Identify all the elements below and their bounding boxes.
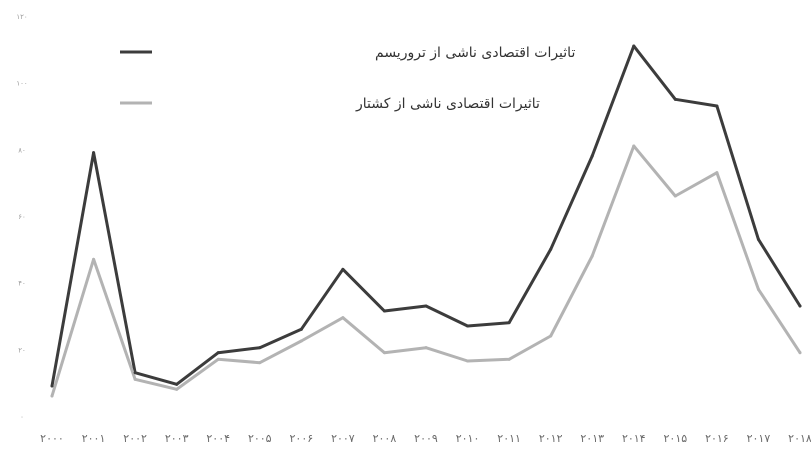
y-tick-label: ۱۲۰ [16,13,27,21]
data-point [133,371,137,375]
data-point [216,351,220,355]
data-point [673,194,677,198]
data-point [507,357,511,361]
legend-label-terrorism: تاثیرات اقتصادی ناشی از تروریسم [375,45,575,61]
data-point [632,44,636,48]
data-point [466,324,470,328]
x-tick-label: ۲۰۰۳ [165,432,189,445]
data-point [175,387,179,391]
series-line-1 [50,144,802,398]
data-point [798,304,802,308]
x-tick-label: ۲۰۰۰ [40,432,64,445]
data-point [673,97,677,101]
x-tick-label: ۲۰۱۴ [622,432,646,445]
x-tick-label: ۲۰۰۸ [373,432,397,445]
x-tick-label: ۲۰۱۱ [497,432,521,445]
y-tick-label: ۶۰ [18,213,26,221]
x-tick-label: ۲۰۰۷ [331,432,355,445]
data-point [507,321,511,325]
y-tick-label: ۲۰ [18,346,26,354]
x-tick-label: ۲۰۰۱ [82,432,106,445]
data-point [299,339,303,343]
x-tick-label: ۲۰۱۲ [539,432,563,445]
data-point [341,316,345,320]
x-tick-label: ۲۰۰۹ [414,432,438,445]
data-point [258,361,262,365]
data-point [92,151,96,155]
y-tick-label: ۱۰۰ [16,80,27,88]
x-tick-label: ۲۰۱۷ [747,432,771,445]
series-points [50,44,802,398]
y-tick-label: ۰ [20,413,24,421]
legend: تاثیرات اقتصادی ناشی از تروریسم تاثیرات … [120,45,575,112]
data-point [590,154,594,158]
data-point [590,254,594,258]
data-point [50,394,54,398]
x-tick-label: ۲۰۱۵ [664,432,688,445]
data-point [133,377,137,381]
x-axis-ticks: ۲۰۰۰ ۲۰۰۱ ۲۰۰۲ ۲۰۰۳ ۲۰۰۴ ۲۰۰۵ ۲۰۰۶ ۲۰۰۷ ۲۰۰۸ ۲۰۰۹… [40,432,811,445]
data-point [424,304,428,308]
data-point [382,309,386,313]
x-tick-label: ۲۰۰۵ [248,432,272,445]
data-point [382,351,386,355]
x-tick-label: ۲۰۰۴ [206,432,230,445]
data-point [341,267,345,271]
y-tick-label: ۴۰ [18,280,26,288]
x-tick-label: ۲۰۰۲ [123,432,147,445]
data-point [632,144,636,148]
data-point [798,351,802,355]
legend-label-killing: تاثیرات اقتصادی ناشی از کشتار [355,96,540,112]
x-tick-label: ۲۰۱۳ [580,432,604,445]
data-point [50,384,54,388]
data-point [756,287,760,291]
y-tick-label: ۸۰ [18,146,26,154]
data-point [549,247,553,251]
x-tick-label: ۲۰۱۶ [705,432,729,445]
x-tick-label: ۲۰۰۶ [290,432,314,445]
data-point [424,346,428,350]
data-point [715,104,719,108]
data-point [216,357,220,361]
data-point [92,257,96,261]
y-axis-ticks: ۰ ۲۰ ۴۰ ۶۰ ۸۰ ۱۰۰ ۱۲۰ [16,13,27,421]
data-point [756,237,760,241]
data-point [175,382,179,386]
x-tick-label: ۲۰۱۸ [788,432,811,445]
data-point [258,346,262,350]
data-point [466,359,470,363]
data-point [299,327,303,331]
x-tick-label: ۲۰۱۰ [456,432,480,445]
data-point [715,171,719,175]
data-point [549,334,553,338]
